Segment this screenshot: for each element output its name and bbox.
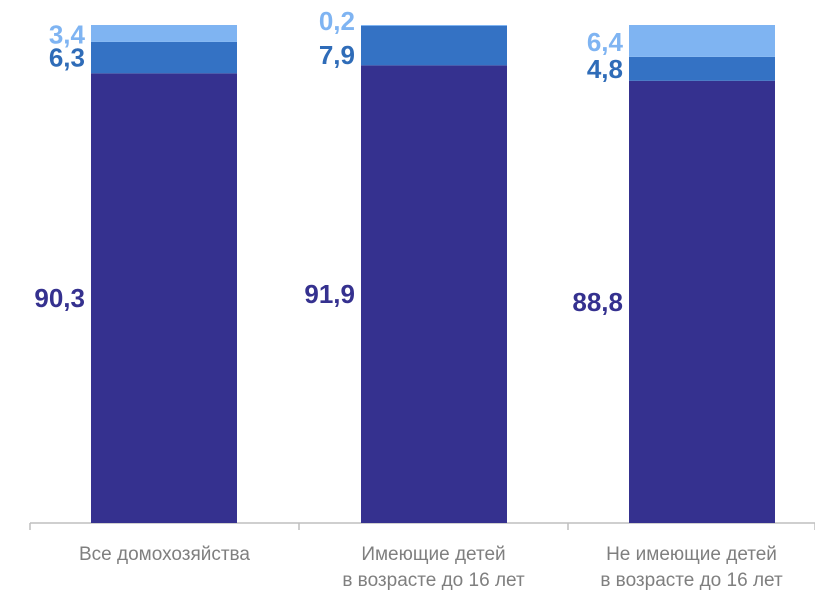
value-label: 90,3 [34, 283, 85, 313]
bar-segment [91, 41, 237, 74]
x-tick-label: Все домохозяйства [79, 544, 250, 565]
bar-segment [361, 65, 507, 523]
bar-segment [629, 56, 775, 81]
value-label: 91,9 [304, 279, 355, 309]
bar-segment [91, 25, 237, 42]
value-label: 3,4 [49, 19, 86, 49]
value-label: 88,8 [572, 287, 623, 317]
bar-segment [629, 80, 775, 523]
value-label: 4,8 [587, 54, 623, 84]
x-tick-label: Имеющие детей в возрасте до 16 лет [342, 544, 525, 591]
bar-segment [91, 73, 237, 523]
bar-segment [361, 25, 507, 26]
bar-segment [629, 25, 775, 57]
x-tick-label: Не имеющие детей в возрасте до 16 лет [600, 544, 783, 591]
value-label: 6,4 [587, 27, 624, 57]
value-label: 7,9 [319, 40, 355, 70]
value-label: 0,2 [319, 6, 355, 36]
bar-segment [361, 25, 507, 66]
value-label: 6,3 [49, 43, 85, 73]
